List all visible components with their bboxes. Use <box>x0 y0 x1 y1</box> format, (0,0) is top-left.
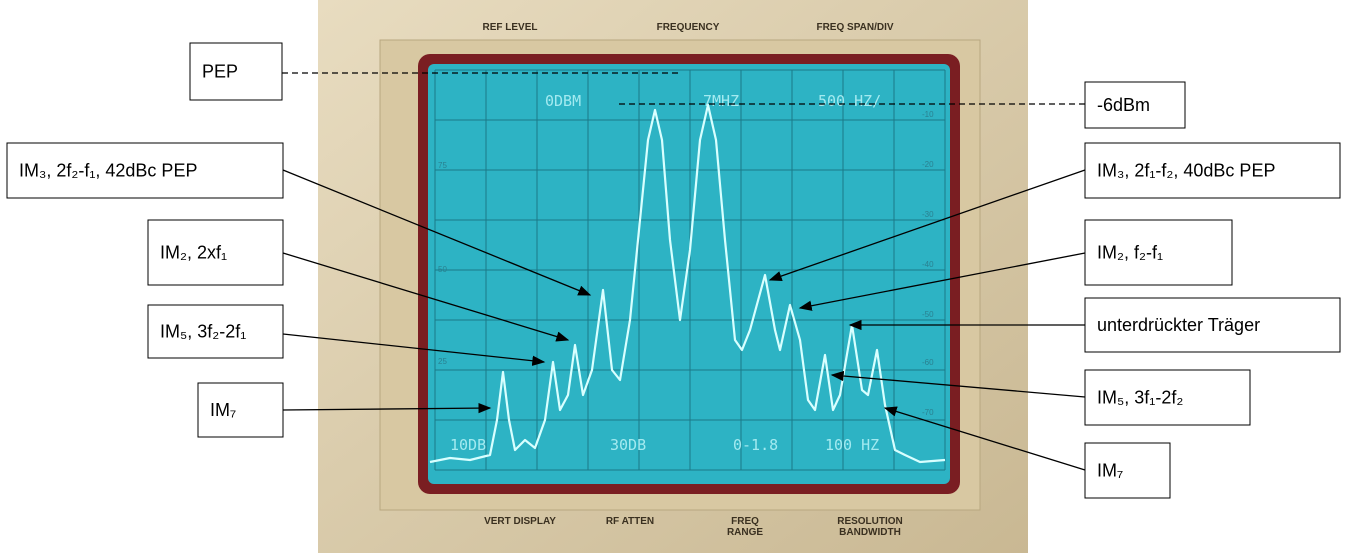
screen-text: 30DB <box>610 436 646 454</box>
annotation-label: IM₃, 2f₂-f₁, 42dBc PEP <box>19 160 197 180</box>
scale-label: 25 <box>438 357 447 366</box>
scale-label: -10 <box>922 110 934 119</box>
bezel-label: RESOLUTION <box>837 516 903 527</box>
screen-text: 500 HZ/ <box>818 92 881 110</box>
annotation-label: PEP <box>202 61 238 81</box>
bezel-label: VERT DISPLAY <box>484 516 556 527</box>
scale-label: -20 <box>922 160 934 169</box>
scale-label: -70 <box>922 408 934 417</box>
screen-text: 100 HZ <box>825 436 879 454</box>
screen-text: 0-1.8 <box>733 436 778 454</box>
screen-text: 7MHZ <box>703 92 739 110</box>
scale-label: 75 <box>438 161 447 170</box>
screen <box>428 64 950 484</box>
annotation-label: -6dBm <box>1097 95 1150 115</box>
annotation-label: IM₅, 3f₁-2f₂ <box>1097 387 1183 407</box>
figure: REF LEVEL FREQUENCY FREQ SPAN/DIV VERT DISP… <box>0 0 1359 553</box>
bezel-label: FREQUENCY <box>657 22 720 33</box>
bezel-label: FREQ <box>731 516 759 527</box>
scale-label: 50 <box>438 265 447 274</box>
annotation-label: IM₂, 2xf₁ <box>160 242 227 262</box>
bezel-label: RF ATTEN <box>606 516 654 527</box>
bezel-label: FREQ SPAN/DIV <box>816 22 893 33</box>
annotation-label: IM₃, 2f₁-f₂, 40dBc PEP <box>1097 160 1275 180</box>
bezel-label: BANDWIDTH <box>839 527 901 538</box>
scale-label: -30 <box>922 210 934 219</box>
scale-label: -40 <box>922 260 934 269</box>
scale-label: -50 <box>922 310 934 319</box>
annotation-label: IM₇ <box>210 400 236 420</box>
screen-text: 0DBM <box>545 92 581 110</box>
annotation-label: unterdrückter Träger <box>1097 315 1260 335</box>
annotation-label: IM₇ <box>1097 460 1123 480</box>
screen-text: 10DB <box>450 436 486 454</box>
bezel-label: RANGE <box>727 527 763 538</box>
scale-label: -60 <box>922 358 934 367</box>
annotation-label: IM₂, f₂-f₁ <box>1097 242 1163 262</box>
bezel-label: REF LEVEL <box>482 22 537 33</box>
annotation-label: IM₅, 3f₂-2f₁ <box>160 321 246 341</box>
